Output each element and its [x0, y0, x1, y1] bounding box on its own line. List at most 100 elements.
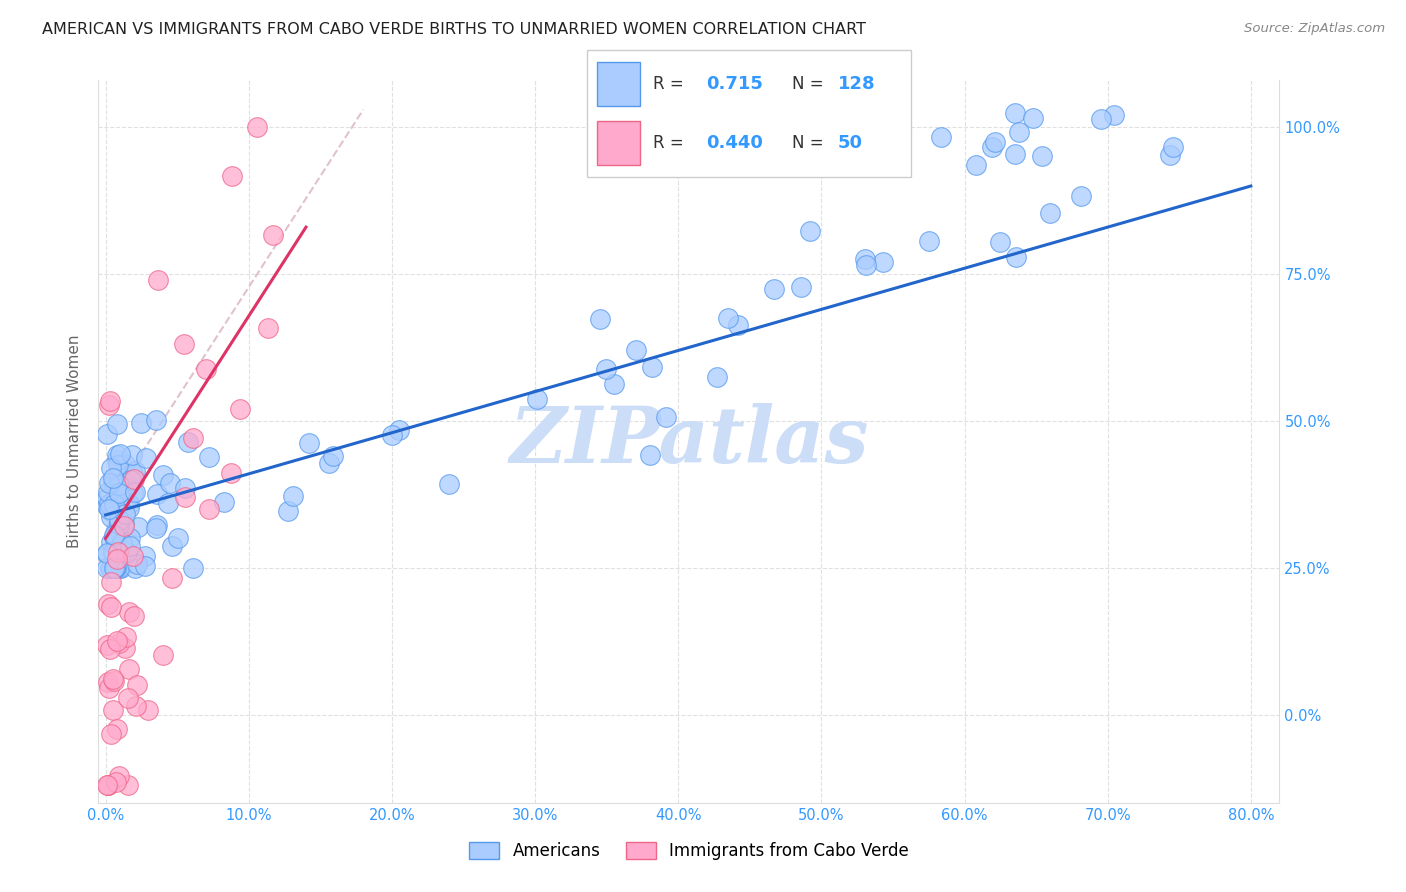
- Point: [108, 561, 131, 575]
- Point: [853, 252, 876, 266]
- Point: [118, 662, 141, 676]
- Point: [115, 630, 138, 644]
- Point: [127, 520, 149, 534]
- Point: [110, 524, 132, 538]
- Point: [96, 561, 118, 575]
- Point: [105, 634, 128, 648]
- Point: [706, 370, 728, 384]
- Text: Source: ZipAtlas.com: Source: ZipAtlas.com: [1244, 22, 1385, 36]
- Point: [159, 476, 181, 491]
- Point: [181, 561, 204, 575]
- Point: [122, 486, 145, 500]
- Text: 0.440: 0.440: [706, 135, 762, 153]
- Point: [198, 450, 221, 465]
- Point: [104, 539, 127, 553]
- Point: [120, 539, 142, 553]
- Point: [125, 558, 148, 572]
- FancyBboxPatch shape: [596, 121, 640, 166]
- Point: [100, 535, 122, 549]
- Point: [101, 475, 124, 490]
- Point: [799, 224, 821, 238]
- Point: [603, 376, 626, 391]
- Point: [1004, 250, 1026, 264]
- Text: R =: R =: [652, 135, 683, 153]
- FancyBboxPatch shape: [596, 62, 640, 106]
- Point: [98, 394, 121, 409]
- Point: [112, 516, 135, 530]
- Point: [103, 471, 125, 485]
- Point: [195, 362, 218, 376]
- Point: [118, 532, 141, 546]
- Point: [129, 416, 152, 430]
- Point: [98, 642, 121, 657]
- Point: [212, 495, 235, 509]
- Point: [1031, 149, 1053, 163]
- Point: [110, 484, 132, 499]
- Point: [105, 722, 128, 736]
- Point: [108, 486, 131, 500]
- Point: [134, 558, 156, 573]
- Point: [96, 638, 118, 652]
- Point: [125, 678, 148, 692]
- Point: [97, 597, 120, 611]
- Point: [156, 496, 179, 510]
- Point: [100, 599, 122, 614]
- Point: [105, 552, 128, 566]
- Point: [984, 135, 1007, 149]
- Point: [110, 536, 132, 550]
- Point: [114, 457, 136, 471]
- Point: [526, 392, 548, 406]
- Point: [107, 517, 129, 532]
- Point: [124, 464, 146, 478]
- Point: [872, 255, 894, 269]
- Point: [122, 609, 145, 624]
- Point: [108, 481, 131, 495]
- Point: [229, 401, 252, 416]
- Point: [281, 489, 304, 503]
- Point: [181, 431, 204, 445]
- Point: [1161, 139, 1184, 153]
- Point: [121, 467, 143, 482]
- Point: [104, 561, 127, 575]
- Point: [257, 321, 280, 335]
- Point: [97, 398, 120, 412]
- Point: [97, 485, 120, 500]
- Point: [1090, 112, 1112, 127]
- Point: [173, 491, 195, 505]
- Point: [104, 561, 127, 575]
- FancyBboxPatch shape: [586, 50, 911, 178]
- Point: [98, 561, 121, 575]
- Point: [124, 561, 146, 575]
- Point: [318, 456, 340, 470]
- Point: [146, 273, 169, 287]
- Text: AMERICAN VS IMMIGRANTS FROM CABO VERDE BIRTHS TO UNMARRIED WOMEN CORRELATION CHA: AMERICAN VS IMMIGRANTS FROM CABO VERDE B…: [42, 22, 866, 37]
- Point: [624, 343, 647, 357]
- Point: [105, 448, 128, 462]
- Point: [1004, 105, 1026, 120]
- Point: [124, 485, 146, 500]
- Point: [439, 477, 461, 491]
- Text: 0.715: 0.715: [706, 75, 762, 93]
- Point: [1159, 148, 1181, 162]
- Point: [134, 549, 156, 564]
- Point: [107, 517, 129, 532]
- Point: [114, 507, 136, 521]
- Point: [103, 497, 125, 511]
- Point: [101, 505, 124, 519]
- Point: [121, 448, 143, 462]
- Point: [145, 413, 167, 427]
- Point: [122, 472, 145, 486]
- Point: [105, 453, 128, 467]
- Point: [96, 426, 118, 441]
- Point: [117, 500, 139, 515]
- Point: [121, 549, 143, 563]
- Point: [988, 235, 1011, 249]
- Point: [221, 169, 243, 184]
- Point: [1008, 125, 1031, 139]
- Point: [717, 310, 740, 325]
- Point: [929, 130, 952, 145]
- Point: [174, 481, 197, 495]
- Text: N =: N =: [792, 135, 824, 153]
- Point: [638, 448, 661, 462]
- Text: N =: N =: [792, 75, 824, 93]
